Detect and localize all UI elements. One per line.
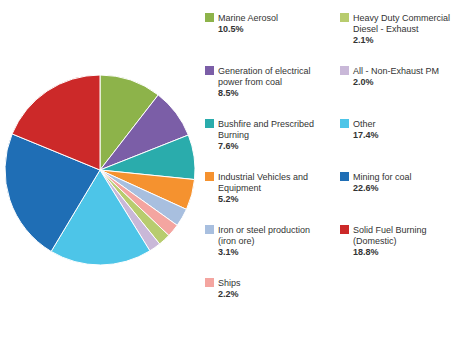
category-label-line: (Domestic)	[353, 236, 397, 246]
data-label: 17.4%	[353, 130, 379, 140]
category-label: Generation of electricalpower from coal	[218, 66, 311, 87]
category-label-line: Industrial Vehicles and	[218, 172, 308, 182]
category-label: Heavy Duty CommercialDiesel - Exhaust	[353, 13, 450, 34]
label-entry: Mining for coal22.6%	[340, 172, 412, 193]
chart: Marine Aerosol10.5% Generation of electri…	[0, 0, 474, 340]
category-label-line: Solid Fuel Burning	[353, 225, 427, 235]
category-label: Marine Aerosol	[218, 13, 278, 23]
category-label: Other	[353, 119, 376, 129]
label-swatch	[205, 225, 214, 234]
label-entry: Generation of electricalpower from coal8…	[205, 66, 311, 98]
label-entry: Marine Aerosol10.5%	[205, 13, 278, 34]
data-label: 10.5%	[218, 24, 244, 34]
category-label: Mining for coal	[353, 172, 412, 182]
data-label: 2.0%	[353, 77, 374, 87]
category-label-line: Marine Aerosol	[218, 13, 278, 23]
category-label-line: Diesel - Exhaust	[353, 24, 419, 34]
label-swatch	[205, 172, 214, 181]
labels: Marine Aerosol10.5% Generation of electri…	[205, 13, 450, 299]
pie-slice	[12, 75, 100, 170]
data-label: 18.8%	[353, 247, 379, 257]
data-label: 22.6%	[353, 183, 379, 193]
label-entry: Other17.4%	[340, 119, 379, 140]
category-label: Bushfire and PrescribedBurning	[218, 119, 314, 140]
label-swatch	[340, 119, 349, 128]
label-entry: Bushfire and PrescribedBurning7.6%	[205, 119, 314, 151]
data-label: 7.6%	[218, 141, 239, 151]
category-label-line: power from coal	[218, 77, 282, 87]
data-label: 2.2%	[218, 289, 239, 299]
label-entry: Industrial Vehicles andEquipment5.2%	[205, 172, 308, 204]
category-label-line: Generation of electrical	[218, 66, 311, 76]
category-label: Ships	[218, 278, 241, 288]
category-label-line: Other	[353, 119, 376, 129]
label-entry: All - Non-Exhaust PM2.0%	[340, 66, 439, 87]
label-swatch	[205, 66, 214, 75]
category-label: All - Non-Exhaust PM	[353, 66, 439, 76]
label-entry: Solid Fuel Burning(Domestic)18.8%	[340, 225, 427, 257]
category-label: Iron or steel production(iron ore)	[218, 225, 310, 246]
category-label: Industrial Vehicles andEquipment	[218, 172, 308, 193]
pie	[5, 75, 195, 265]
category-label-line: Burning	[218, 130, 249, 140]
category-label: Solid Fuel Burning(Domestic)	[353, 225, 427, 246]
data-label: 5.2%	[218, 194, 239, 204]
category-label-line: Equipment	[218, 183, 262, 193]
label-swatch	[340, 66, 349, 75]
label-entry: Iron or steel production(iron ore)3.1%	[205, 225, 310, 257]
category-label-line: Heavy Duty Commercial	[353, 13, 450, 23]
label-swatch	[205, 119, 214, 128]
category-label-line: (iron ore)	[218, 236, 255, 246]
data-label: 2.1%	[353, 35, 374, 45]
category-label-line: Mining for coal	[353, 172, 412, 182]
label-swatch	[340, 172, 349, 181]
category-label-line: Bushfire and Prescribed	[218, 119, 314, 129]
label-entry: Heavy Duty CommercialDiesel - Exhaust2.1…	[340, 13, 450, 45]
label-swatch	[340, 225, 349, 234]
label-swatch	[340, 13, 349, 22]
category-label-line: Ships	[218, 278, 241, 288]
data-label: 8.5%	[218, 88, 239, 98]
category-label-line: Iron or steel production	[218, 225, 310, 235]
label-swatch	[205, 278, 214, 287]
label-swatch	[205, 13, 214, 22]
category-label-line: All - Non-Exhaust PM	[353, 66, 439, 76]
data-label: 3.1%	[218, 247, 239, 257]
label-entry: Ships2.2%	[205, 278, 241, 299]
